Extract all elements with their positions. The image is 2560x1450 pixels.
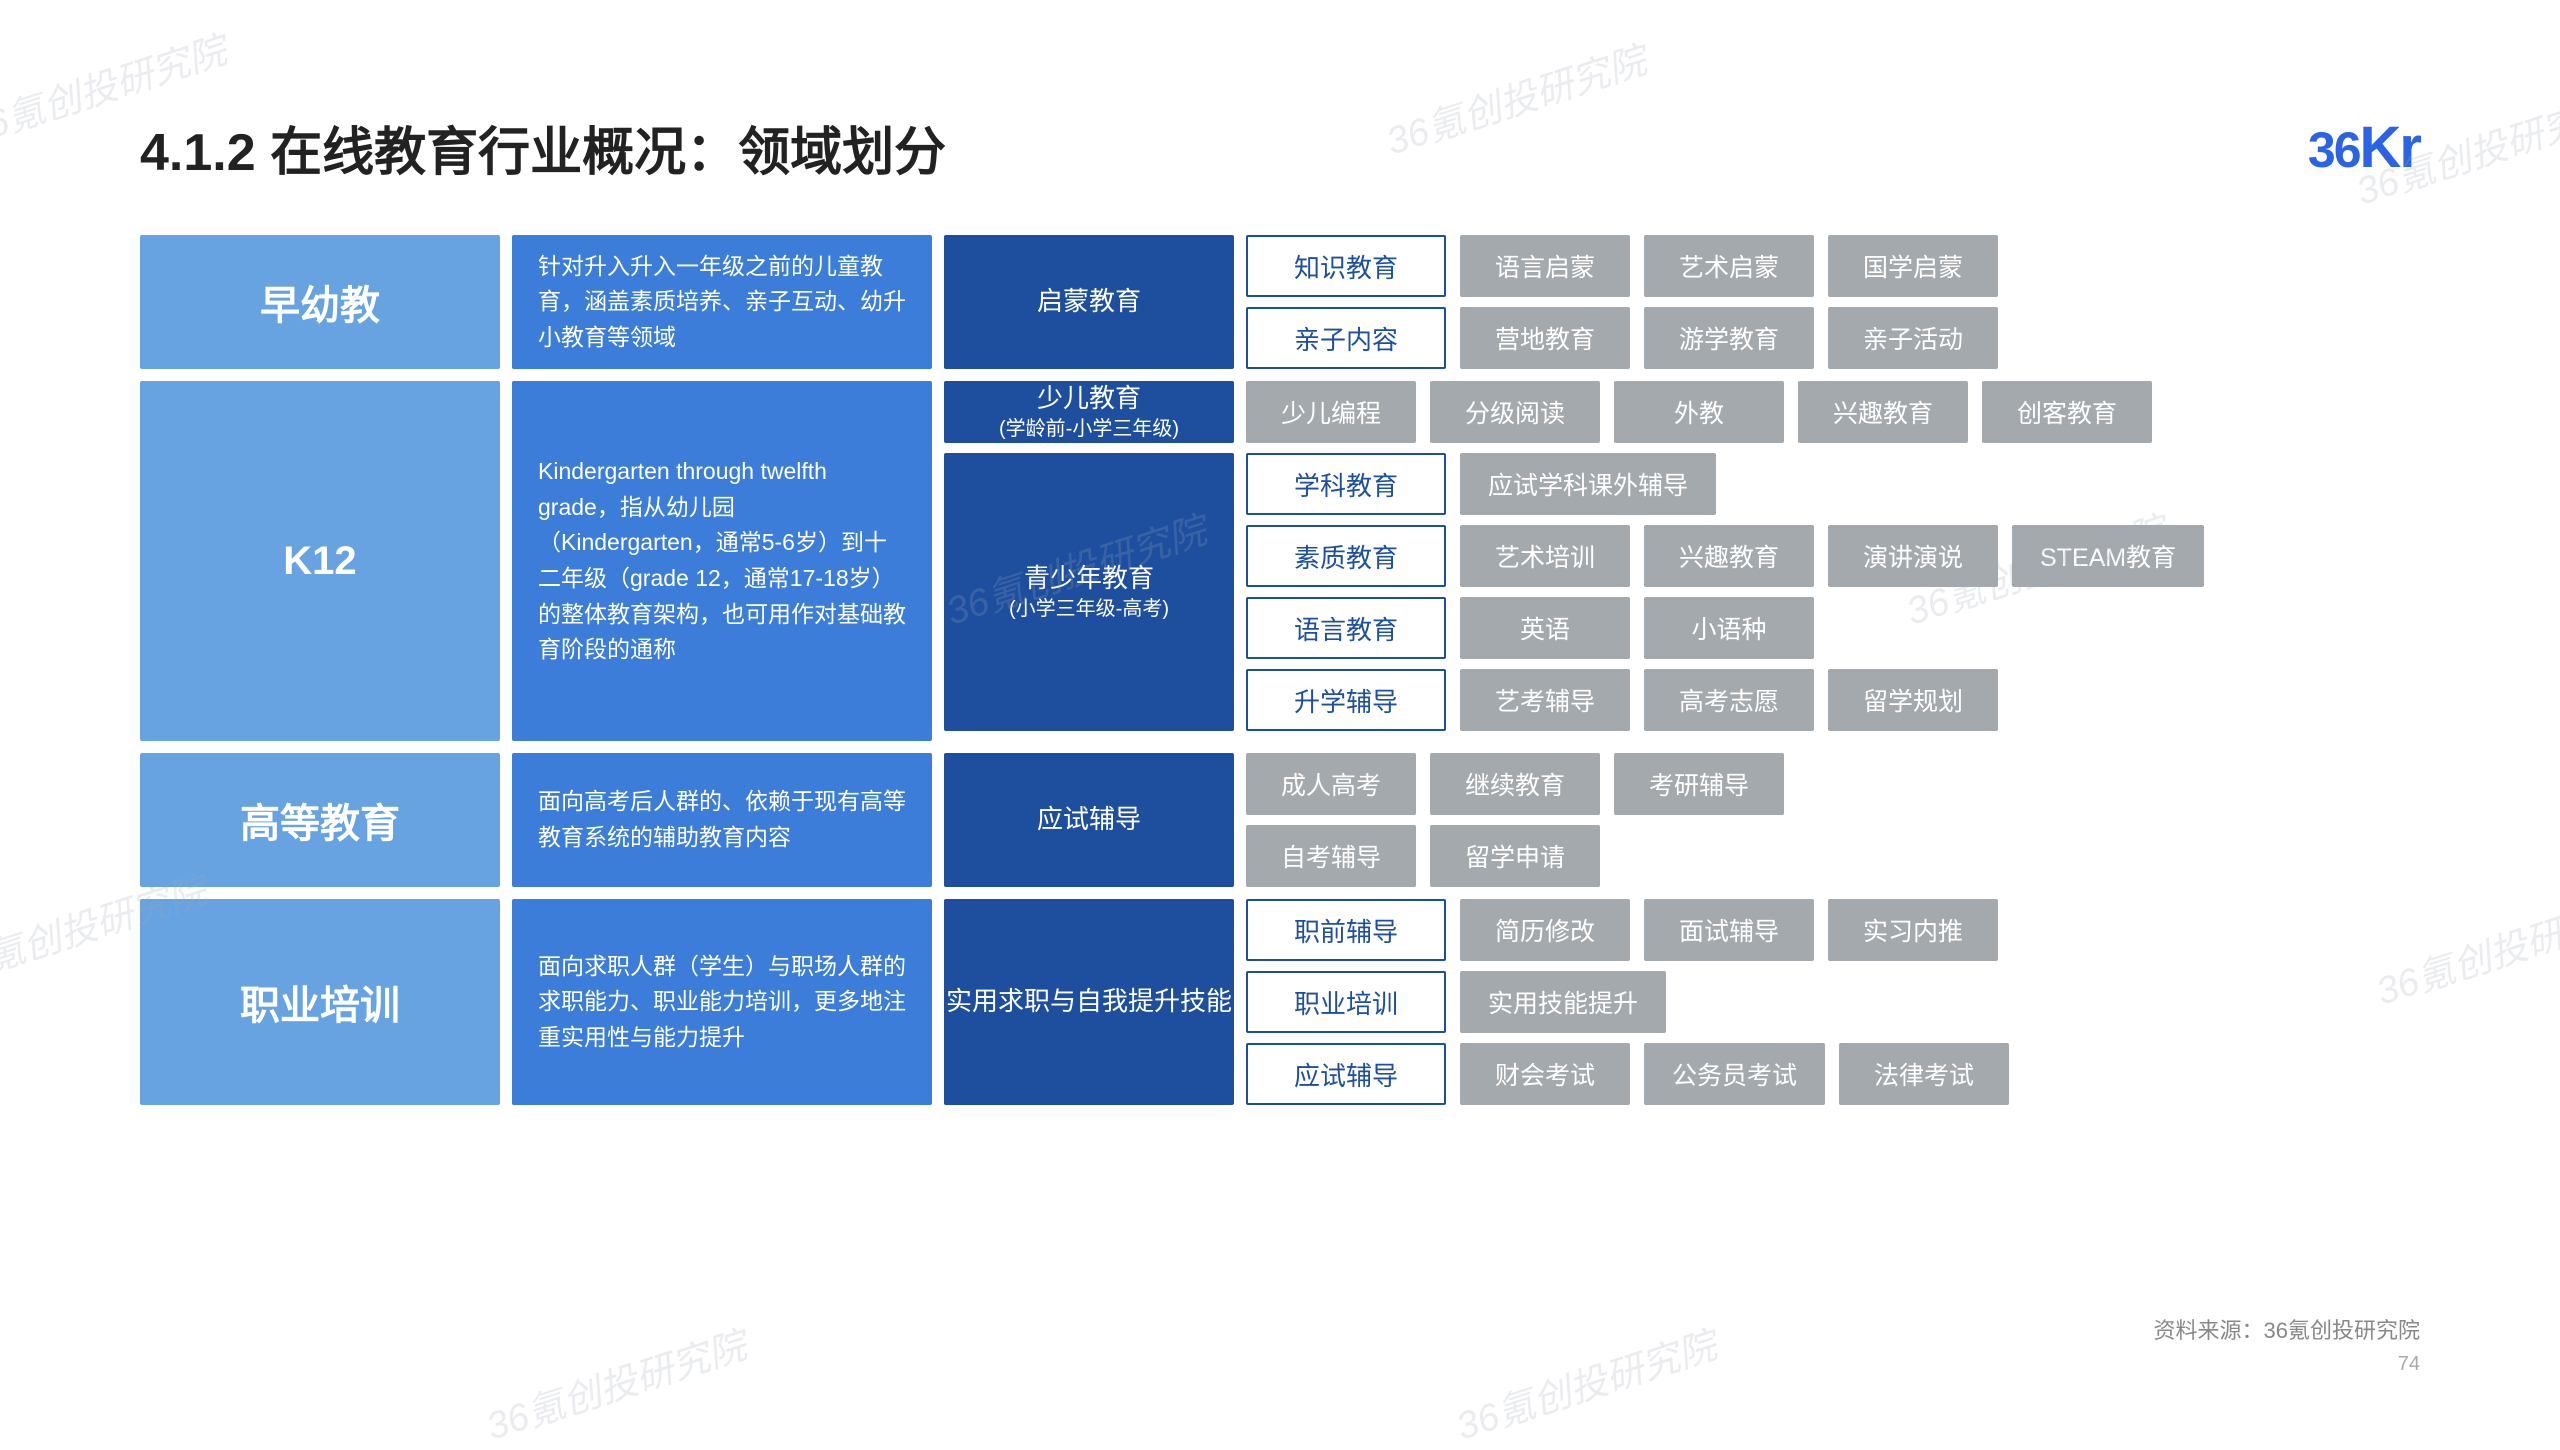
subgroup-box: 启蒙教育 [944, 235, 1234, 369]
gray-tag: 留学规划 [1828, 669, 1998, 731]
logo-36: 36 [2308, 122, 2360, 178]
tag-row: 职业培训实用技能提升 [1246, 971, 2420, 1033]
section-row: K12Kindergarten through twelfth grade，指从… [140, 381, 2420, 741]
logo-36kr: 36Kr [2308, 114, 2420, 181]
subgroup-note: (学龄前-小学三年级) [999, 416, 1179, 443]
gray-tag: 亲子活动 [1828, 307, 1998, 369]
subgroup-label: 实用求职与自我提升技能 [946, 984, 1232, 1019]
subgroup-label: 青少年教育 [1024, 561, 1154, 596]
subgroup-note: (小学三年级-高考) [1009, 596, 1169, 623]
tag-row: 素质教育艺术培训兴趣教育演讲演说STEAM教育 [1246, 525, 2420, 587]
gray-tag: 分级阅读 [1430, 381, 1600, 443]
gray-tag: 营地教育 [1460, 307, 1630, 369]
gray-tag: 兴趣教育 [1644, 525, 1814, 587]
gray-tag: 公务员考试 [1644, 1043, 1825, 1105]
watermark: 36氪创投研究院 [478, 1315, 752, 1450]
tag-row: 知识教育语言启蒙艺术启蒙国学启蒙 [1246, 235, 2420, 297]
outline-tag: 语言教育 [1246, 597, 1446, 659]
subgroup-label: 应试辅导 [1037, 802, 1141, 837]
footer: 资料来源：36氪创投研究院 74 [2154, 1313, 2420, 1380]
gray-tag: STEAM教育 [2012, 525, 2204, 587]
gray-tag: 小语种 [1644, 597, 1814, 659]
section-row: 高等教育面向高考后人群的、依赖于现有高等教育系统的辅助教育内容 应试辅导 成人高考继… [140, 753, 2420, 887]
tag-row: 语言教育英语小语种 [1246, 597, 2420, 659]
gray-tag: 游学教育 [1644, 307, 1814, 369]
rows-column: 职前辅导简历修改面试辅导实习内推职业培训实用技能提升应试辅导财会考试公务员考试法… [1246, 899, 2420, 1105]
gray-tag: 艺术启蒙 [1644, 235, 1814, 297]
gray-tag: 语言启蒙 [1460, 235, 1630, 297]
gray-tag: 英语 [1460, 597, 1630, 659]
tag-row: 职前辅导简历修改面试辅导实习内推 [1246, 899, 2420, 961]
gray-tag: 留学申请 [1430, 825, 1600, 887]
category-box: K12 [140, 381, 500, 741]
gray-tag: 法律考试 [1839, 1043, 2009, 1105]
tag-row: 少儿编程分级阅读外教兴趣教育创客教育 [1246, 381, 2420, 443]
category-box: 早幼教 [140, 235, 500, 369]
subgroup-box: 青少年教育(小学三年级-高考) [944, 453, 1234, 731]
section-row: 职业培训面向求职人群（学生）与职场人群的求职能力、职业能力培训，更多地注重实用性… [140, 899, 2420, 1105]
description-box: 面向高考后人群的、依赖于现有高等教育系统的辅助教育内容 [512, 753, 932, 887]
diagram: 早幼教针对升入升入一年级之前的儿童教育，涵盖素质培养、亲子互动、幼升小教育等领域… [140, 235, 2420, 1105]
gray-tag: 实习内推 [1828, 899, 1998, 961]
category-box: 职业培训 [140, 899, 500, 1105]
sub-column: 实用求职与自我提升技能 [944, 899, 1234, 1105]
gray-tag: 面试辅导 [1644, 899, 1814, 961]
gray-tag: 少儿编程 [1246, 381, 1416, 443]
gray-tag: 兴趣教育 [1798, 381, 1968, 443]
tag-row: 应试辅导财会考试公务员考试法律考试 [1246, 1043, 2420, 1105]
sub-column: 少儿教育(学龄前-小学三年级) 青少年教育(小学三年级-高考) [944, 381, 1234, 741]
gray-tag: 自考辅导 [1246, 825, 1416, 887]
outline-tag: 升学辅导 [1246, 669, 1446, 731]
gray-tag: 应试学科课外辅导 [1460, 453, 1716, 515]
outline-tag: 亲子内容 [1246, 307, 1446, 369]
gray-tag: 外教 [1614, 381, 1784, 443]
sub-column: 启蒙教育 [944, 235, 1234, 369]
watermark: 36氪创投研究院 [1448, 1315, 1722, 1450]
rows-column: 少儿编程分级阅读外教兴趣教育创客教育学科教育应试学科课外辅导素质教育艺术培训兴趣… [1246, 381, 2420, 741]
outline-tag: 职业培训 [1246, 971, 1446, 1033]
slide: 36氪创投研究院 36氪创投研究院 36氪创投研究院 36氪创投研究院 36氪创… [0, 0, 2560, 1440]
subgroup-box: 少儿教育(学龄前-小学三年级) [944, 381, 1234, 443]
gray-tag: 高考志愿 [1644, 669, 1814, 731]
description-box: Kindergarten through twelfth grade，指从幼儿园… [512, 381, 932, 741]
description-box: 面向求职人群（学生）与职场人群的求职能力、职业能力培训，更多地注重实用性与能力提… [512, 899, 932, 1105]
gray-tag: 实用技能提升 [1460, 971, 1666, 1033]
gray-tag: 创客教育 [1982, 381, 2152, 443]
gray-tag: 国学启蒙 [1828, 235, 1998, 297]
gray-tag: 艺术培训 [1460, 525, 1630, 587]
header: 4.1.2 在线教育行业概况：领域划分 36Kr [140, 110, 2420, 185]
tag-row: 亲子内容营地教育游学教育亲子活动 [1246, 307, 2420, 369]
tag-row: 成人高考继续教育考研辅导 [1246, 753, 2420, 815]
page-title: 4.1.2 在线教育行业概况：领域划分 [140, 110, 946, 185]
outline-tag: 职前辅导 [1246, 899, 1446, 961]
section-row: 早幼教针对升入升入一年级之前的儿童教育，涵盖素质培养、亲子互动、幼升小教育等领域… [140, 235, 2420, 369]
rows-column: 知识教育语言启蒙艺术启蒙国学启蒙亲子内容营地教育游学教育亲子活动 [1246, 235, 2420, 369]
description-box: 针对升入升入一年级之前的儿童教育，涵盖素质培养、亲子互动、幼升小教育等领域 [512, 235, 932, 369]
category-box: 高等教育 [140, 753, 500, 887]
gray-tag: 考研辅导 [1614, 753, 1784, 815]
subgroup-label: 启蒙教育 [1037, 284, 1141, 319]
gray-tag: 成人高考 [1246, 753, 1416, 815]
outline-tag: 应试辅导 [1246, 1043, 1446, 1105]
sub-column: 应试辅导 [944, 753, 1234, 887]
rows-column: 成人高考继续教育考研辅导自考辅导留学申请 [1246, 753, 2420, 887]
tag-row: 学科教育应试学科课外辅导 [1246, 453, 2420, 515]
outline-tag: 素质教育 [1246, 525, 1446, 587]
tag-row: 自考辅导留学申请 [1246, 825, 2420, 887]
gray-tag: 简历修改 [1460, 899, 1630, 961]
gray-tag: 财会考试 [1460, 1043, 1630, 1105]
subgroup-label: 少儿教育 [1037, 381, 1141, 416]
logo-kr: Kr [2360, 115, 2420, 180]
outline-tag: 知识教育 [1246, 235, 1446, 297]
outline-tag: 学科教育 [1246, 453, 1446, 515]
gray-tag: 艺考辅导 [1460, 669, 1630, 731]
subgroup-box: 应试辅导 [944, 753, 1234, 887]
tag-row: 升学辅导艺考辅导高考志愿留学规划 [1246, 669, 2420, 731]
source-text: 资料来源：36氪创投研究院 [2154, 1313, 2420, 1348]
gray-tag: 继续教育 [1430, 753, 1600, 815]
gray-tag: 演讲演说 [1828, 525, 1998, 587]
page-number: 74 [2154, 1348, 2420, 1380]
subgroup-box: 实用求职与自我提升技能 [944, 899, 1234, 1105]
